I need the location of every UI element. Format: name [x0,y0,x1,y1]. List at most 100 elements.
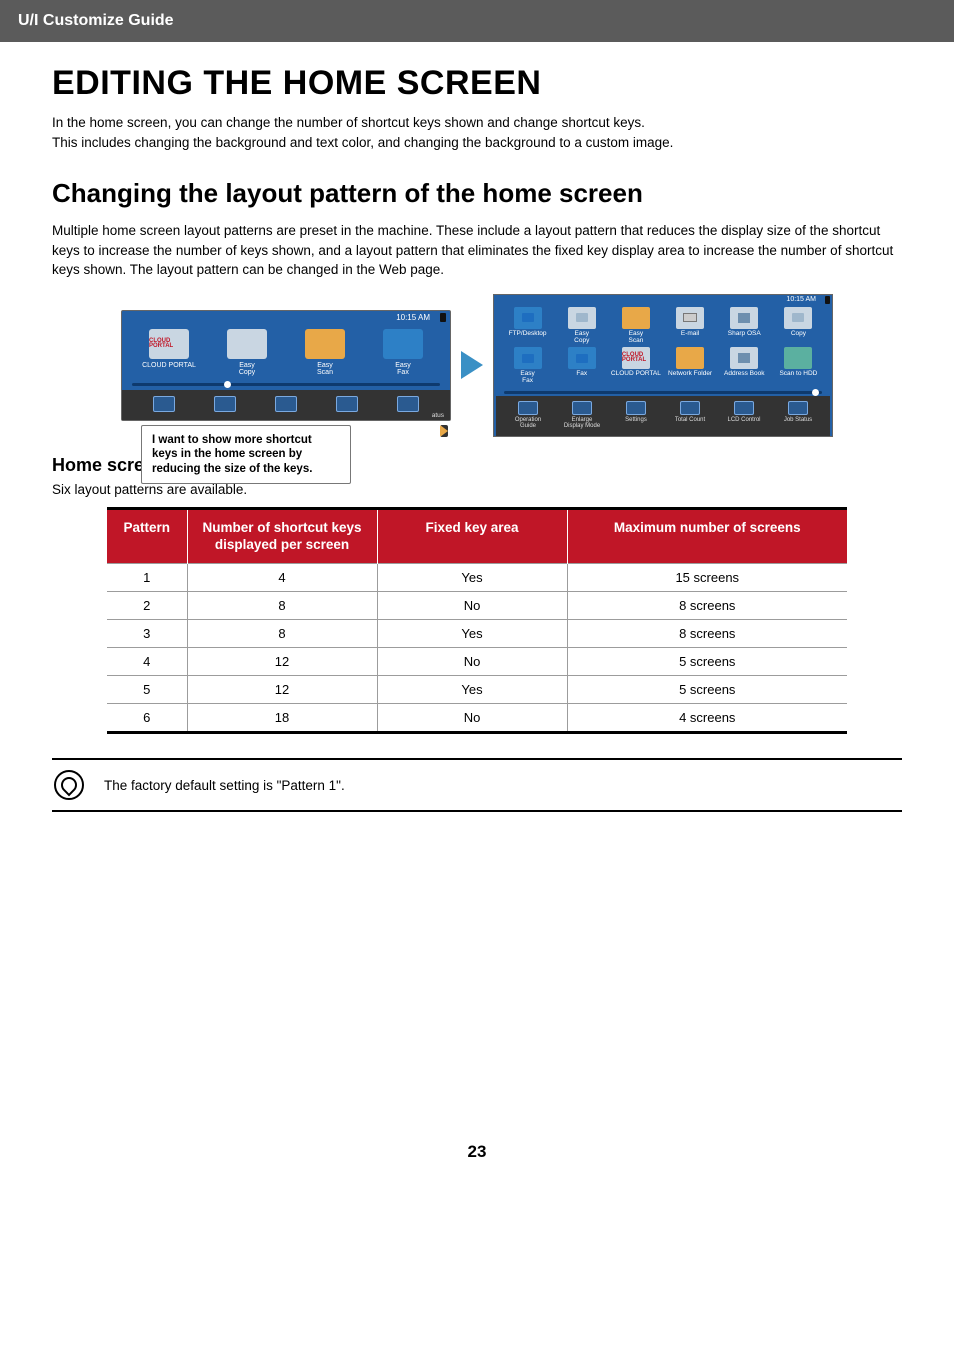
shortcut-tile[interactable]: FTP/Desktop [502,307,553,345]
dock-icon [518,401,538,415]
tile-icon [514,347,542,369]
shortcut-tile[interactable]: Address Book [719,347,770,385]
shortcut-tile[interactable]: Scan to HDD [773,347,824,385]
dock-label: Job Status [784,417,812,423]
table-header-cell: Fixed key area [377,508,567,564]
dock-icon [214,396,236,412]
table-row: 28No8 screens [107,592,847,620]
note-icon [54,770,84,800]
tile-icon [227,329,267,359]
tile-icon [676,347,704,369]
callout-box: I want to show more shortcut keys in the… [141,425,351,484]
tile-icon: CLOUD PORTAL [622,347,650,369]
tile-icon [305,329,345,359]
table-cell: Yes [377,676,567,704]
screen-after-dock: OperationGuide EnlargeDisplay Mode Setting… [496,396,830,436]
dock-item[interactable] [140,396,188,414]
tile-label: FTP/Desktop [509,331,547,338]
table-cell: 5 screens [567,676,847,704]
tile-label: CLOUD PORTAL [142,362,196,369]
table-cell: Yes [377,620,567,648]
table-cell: 18 [187,704,377,733]
table-cell: 3 [107,620,187,648]
tile-label: Sharp OSA [728,331,761,338]
shortcut-tile[interactable]: Fax [556,347,607,385]
table-header-cell: Maximum number of screens [567,508,847,564]
dock-item[interactable]: EnlargeDisplay Mode [556,401,608,430]
table-cell: 8 [187,592,377,620]
shortcut-tile[interactable]: Copy [773,307,824,345]
patterns-table: PatternNumber of shortcut keys displayed… [107,507,847,735]
shortcut-tile[interactable]: EasyFax [366,329,440,377]
doc-header: U/I Customize Guide [0,0,954,42]
tile-label: EasyCopy [574,331,589,345]
tile-icon: CLOUD PORTAL [149,329,189,359]
dock-icon [336,396,358,412]
speaker-icon [440,313,446,322]
table-row: 412No5 screens [107,648,847,676]
tile-icon [730,307,758,329]
dock-item[interactable]: Job Status [772,401,824,430]
dock-icon [275,396,297,412]
shortcut-tile[interactable]: Sharp OSA [719,307,770,345]
tile-label: Address Book [724,371,764,378]
table-cell: 4 screens [567,704,847,733]
arrow-right-icon [461,351,483,379]
table-header-cell: Pattern [107,508,187,564]
screen-before-dock: atus [122,390,450,420]
dock-item[interactable] [323,396,371,414]
table-cell: 6 [107,704,187,733]
shortcut-tile[interactable]: CLOUD PORTAL CLOUD PORTAL [132,329,206,377]
dock-icon [626,401,646,415]
shortcut-tile[interactable]: EasyCopy [210,329,284,377]
tile-icon [568,347,596,369]
table-row: 618No4 screens [107,704,847,733]
table-cell: 5 screens [567,648,847,676]
dock-label: EnlargeDisplay Mode [564,417,600,430]
tile-label: CLOUD PORTAL [611,371,661,378]
dock-item[interactable]: OperationGuide [502,401,554,430]
screen-before: 10:15 AM CLOUD PORTAL CLOUD PORTAL EasyCop… [121,310,451,421]
doc-header-title: U/I Customize Guide [18,12,174,29]
dock-item[interactable] [262,396,310,414]
tile-icon [383,329,423,359]
table-row: 512Yes5 screens [107,676,847,704]
table-cell: 4 [187,564,377,592]
tile-label: EasyScan [629,331,644,345]
dock-item[interactable] [384,396,432,414]
table-cell: No [377,648,567,676]
dock-label: OperationGuide [515,417,541,430]
tile-label: Fax [576,371,587,378]
dock-item[interactable]: Total Count [664,401,716,430]
page-number: 23 [52,1142,902,1162]
shortcut-tile[interactable]: EasyScan [288,329,362,377]
tile-label: EasyCopy [239,362,255,377]
screen-after: 10:15 AM FTP/DesktopEasyCopyEasyScanE-ma… [493,294,833,437]
intro-line-2: This includes changing the background an… [52,135,673,150]
tile-icon [784,347,812,369]
dock-item[interactable] [201,396,249,414]
shortcut-tile[interactable]: Network Folder [665,347,716,385]
figure-row: 10:15 AM CLOUD PORTAL CLOUD PORTAL EasyCop… [52,294,902,437]
table-cell: No [377,592,567,620]
dock-icon [397,396,419,412]
page-body: EDITING THE HOME SCREEN In the home scre… [0,42,954,1162]
tile-label: EasyScan [317,362,333,377]
dock-item[interactable]: Settings [610,401,662,430]
table-cell: 8 [187,620,377,648]
dock-item[interactable]: LCD Control [718,401,770,430]
shortcut-tile[interactable]: EasyScan [610,307,661,345]
tile-label: E-mail [681,331,699,338]
shortcut-tile[interactable]: EasyCopy [556,307,607,345]
shortcut-tile[interactable]: E-mail [665,307,716,345]
dock-icon [734,401,754,415]
pager-indicator [504,391,822,394]
callout-text: I want to show more shortcut keys in the… [152,434,312,475]
tile-icon [676,307,704,329]
table-row: 38Yes8 screens [107,620,847,648]
screen-before-clock: 10:15 AM [396,313,430,322]
note-row: The factory default setting is "Pattern … [52,758,902,812]
dock-icon [153,396,175,412]
shortcut-tile[interactable]: EasyFax [502,347,553,385]
shortcut-tile[interactable]: CLOUD PORTAL CLOUD PORTAL [610,347,661,385]
